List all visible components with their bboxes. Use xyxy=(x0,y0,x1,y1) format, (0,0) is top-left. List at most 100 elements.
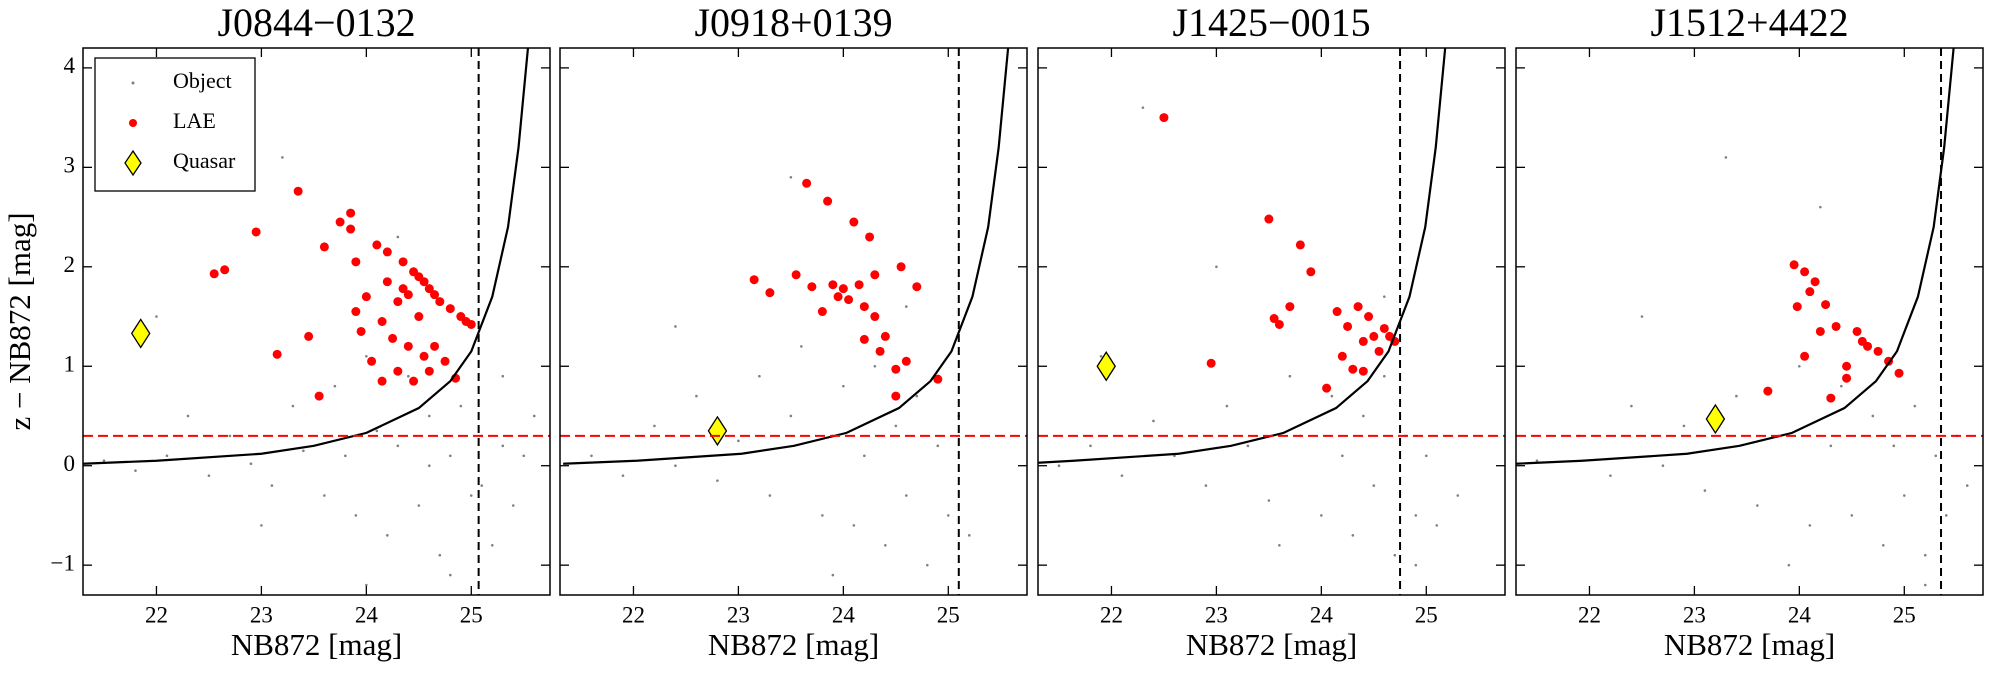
object-point xyxy=(926,563,929,567)
object-point xyxy=(905,494,908,497)
object-point xyxy=(789,414,793,418)
selection-curve xyxy=(1516,48,1955,465)
object-point xyxy=(354,514,358,517)
axes-frame xyxy=(1515,47,1984,596)
lae-point xyxy=(901,356,911,366)
lae-point xyxy=(367,356,377,366)
object-point xyxy=(873,364,877,368)
lae-point xyxy=(403,290,413,300)
object-point xyxy=(821,514,824,517)
object-point xyxy=(1682,424,1686,428)
lae-point xyxy=(319,242,329,252)
x-tick-label: 25 xyxy=(937,602,960,627)
lae-point xyxy=(859,302,869,312)
object-point xyxy=(522,454,526,458)
panel: J1512+4422 NB872 [mag] 22 23 24 25 xyxy=(1515,0,1984,662)
object-point xyxy=(905,305,908,308)
object-point xyxy=(407,374,410,378)
panel-title: J0918+0139 xyxy=(694,0,892,45)
object-point xyxy=(852,524,856,527)
object-point xyxy=(249,462,253,466)
object-point xyxy=(1965,484,1969,487)
object-point xyxy=(323,494,326,497)
object-point xyxy=(1120,474,1124,477)
object-point xyxy=(428,414,431,418)
object-point xyxy=(281,156,284,159)
quasar-marker xyxy=(1705,403,1726,435)
object-point xyxy=(1383,374,1386,378)
y-axis-label: z − NB872 [mag] xyxy=(2,212,37,430)
object-point xyxy=(1840,384,1843,388)
lae-point xyxy=(844,295,854,305)
lae-point xyxy=(1826,393,1836,403)
axes-frame xyxy=(1037,47,1506,596)
x-tick-label: 24 xyxy=(832,602,856,627)
object-point xyxy=(480,484,484,487)
panel-title: J0844−0132 xyxy=(217,0,415,45)
x-tick-label: 22 xyxy=(145,602,168,627)
object-point xyxy=(1278,543,1281,547)
object-point xyxy=(291,404,295,408)
object-point xyxy=(1703,489,1707,492)
lae-point xyxy=(335,217,345,227)
lae-point xyxy=(435,297,445,307)
object-point xyxy=(768,494,772,497)
lae-point xyxy=(1343,321,1353,331)
lae-point xyxy=(896,262,906,272)
object-point xyxy=(1735,394,1738,398)
object-point xyxy=(884,543,887,547)
lae-point xyxy=(414,312,424,322)
object-point xyxy=(511,504,515,507)
object-point xyxy=(490,543,494,547)
lae-point xyxy=(1206,358,1216,368)
y-tick-label: 3 xyxy=(64,153,76,178)
lae-point xyxy=(388,333,398,343)
lae-point xyxy=(802,178,812,188)
plot-area xyxy=(560,48,1027,595)
object-point xyxy=(863,454,866,458)
lae-point xyxy=(1800,267,1810,277)
legend-marker xyxy=(129,119,137,127)
x-axis-label: NB872 [mag] xyxy=(1186,627,1357,662)
legend-box xyxy=(94,57,256,192)
x-tick-label: 24 xyxy=(1788,602,1812,627)
object-point xyxy=(936,444,940,448)
object-point xyxy=(1099,355,1103,358)
object-point xyxy=(469,494,473,497)
legend-marker xyxy=(131,81,135,85)
object-point xyxy=(501,374,505,378)
object-point xyxy=(386,534,389,537)
lae-point xyxy=(251,227,261,237)
object-point xyxy=(1141,106,1145,109)
lae-point xyxy=(828,280,838,290)
lae-point xyxy=(870,312,880,322)
lae-point xyxy=(849,217,859,227)
lae-point xyxy=(403,341,413,351)
object-point xyxy=(1215,265,1218,269)
lae-point xyxy=(1353,302,1363,312)
object-point xyxy=(165,454,169,458)
object-point xyxy=(1089,444,1092,448)
object-point xyxy=(1892,444,1896,448)
object-point xyxy=(1383,295,1386,298)
lae-point xyxy=(933,374,943,384)
plot-area xyxy=(1038,48,1505,595)
lae-point xyxy=(1274,319,1284,329)
lae-point xyxy=(361,292,371,302)
lae-point xyxy=(823,196,833,206)
lae-point xyxy=(854,280,864,290)
lae-point xyxy=(419,277,429,287)
x-tick-label: 23 xyxy=(1683,602,1706,627)
panel-title: J1425−0015 xyxy=(1172,0,1370,45)
legend-marker xyxy=(124,149,142,177)
object-point xyxy=(695,394,698,398)
lae-point xyxy=(891,391,901,401)
lae-point xyxy=(346,208,356,218)
lae-point xyxy=(351,307,361,317)
object-point xyxy=(532,414,536,418)
lae-point xyxy=(209,269,219,279)
lae-point xyxy=(1264,214,1274,224)
object-point xyxy=(396,444,400,448)
lae-point xyxy=(424,366,434,376)
lae-point xyxy=(430,290,440,300)
